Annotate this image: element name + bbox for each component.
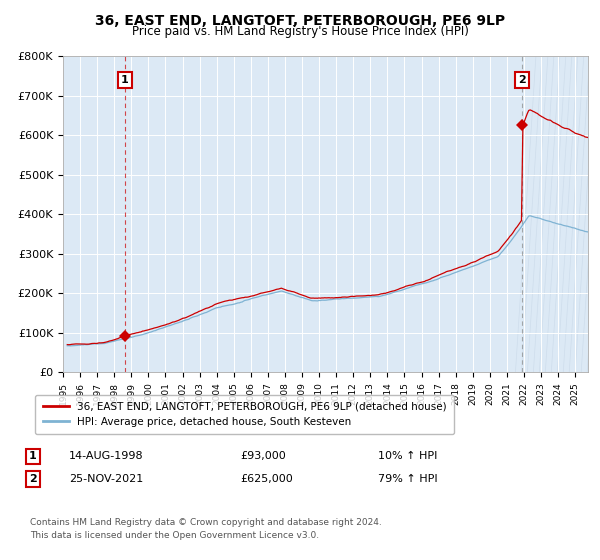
Text: 14-AUG-1998: 14-AUG-1998 bbox=[69, 451, 143, 461]
Text: £93,000: £93,000 bbox=[240, 451, 286, 461]
Text: 10% ↑ HPI: 10% ↑ HPI bbox=[378, 451, 437, 461]
Text: 2: 2 bbox=[518, 74, 526, 85]
Text: 1: 1 bbox=[29, 451, 37, 461]
Text: 25-NOV-2021: 25-NOV-2021 bbox=[69, 474, 143, 484]
Legend: 36, EAST END, LANGTOFT, PETERBOROUGH, PE6 9LP (detached house), HPI: Average pri: 36, EAST END, LANGTOFT, PETERBOROUGH, PE… bbox=[35, 394, 454, 435]
Text: 36, EAST END, LANGTOFT, PETERBOROUGH, PE6 9LP: 36, EAST END, LANGTOFT, PETERBOROUGH, PE… bbox=[95, 14, 505, 28]
Text: 79% ↑ HPI: 79% ↑ HPI bbox=[378, 474, 437, 484]
Text: 1: 1 bbox=[121, 74, 128, 85]
Text: Price paid vs. HM Land Registry's House Price Index (HPI): Price paid vs. HM Land Registry's House … bbox=[131, 25, 469, 38]
Text: Contains HM Land Registry data © Crown copyright and database right 2024.
This d: Contains HM Land Registry data © Crown c… bbox=[30, 518, 382, 540]
Text: 2: 2 bbox=[29, 474, 37, 484]
Text: £625,000: £625,000 bbox=[240, 474, 293, 484]
